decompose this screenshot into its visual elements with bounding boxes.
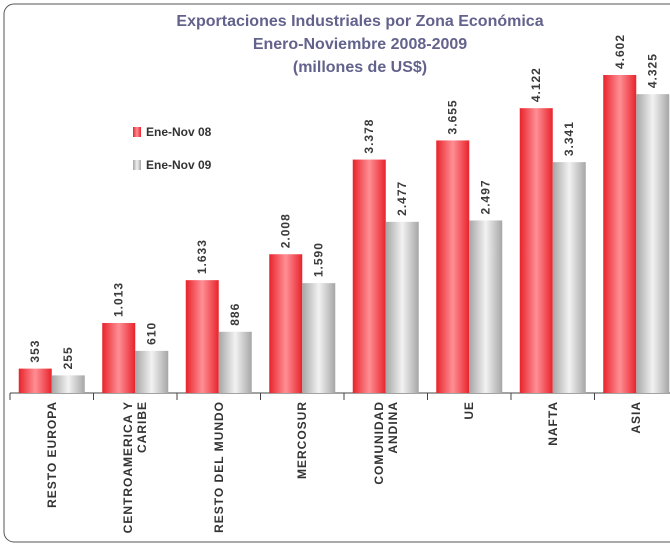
data-label: 4.602 — [613, 34, 627, 69]
chart-subtitle: (millones de US$) — [293, 59, 427, 76]
bar — [18, 368, 52, 393]
data-label: 886 — [228, 303, 242, 326]
legend-swatch — [133, 160, 141, 170]
data-label: 610 — [145, 322, 159, 345]
data-label: 1.633 — [195, 239, 209, 274]
data-label: 353 — [28, 340, 42, 363]
bar — [51, 375, 85, 393]
data-label: 1.590 — [312, 242, 326, 277]
x-tick-label: RESTO DEL MUNDO — [211, 401, 226, 533]
bar — [385, 221, 419, 393]
x-tick-label: MERCOSUR — [295, 401, 310, 480]
data-label: 3.378 — [362, 119, 376, 154]
frame — [3, 3, 670, 543]
bar — [469, 220, 503, 393]
data-label: 4.325 — [646, 53, 660, 88]
bar — [185, 280, 219, 393]
legend-label: Ene-Nov 09 — [146, 158, 212, 172]
bar — [636, 94, 670, 393]
data-label: 2.497 — [479, 179, 493, 214]
x-tick-label: ASIA — [629, 401, 644, 434]
data-label: 255 — [61, 346, 75, 369]
data-label: 2.477 — [395, 181, 409, 216]
x-tick-label: NAFTA — [545, 401, 560, 446]
legend-swatch — [133, 127, 141, 137]
data-label: 3.655 — [446, 99, 460, 134]
x-tick-label: RESTO EUROPA — [44, 401, 59, 508]
chart-subtitle: Enero-Noviembre 2008-2009 — [253, 36, 467, 53]
chart-title: Exportaciones Industriales por Zona Econ… — [176, 13, 543, 30]
bar — [603, 75, 637, 393]
bar — [269, 254, 303, 393]
bar — [352, 159, 386, 393]
bar — [519, 108, 553, 394]
x-tick-label: UE — [462, 401, 477, 420]
bar — [218, 331, 252, 393]
x-tick-label: CENTROAMERICA Y CARIBE — [121, 401, 150, 534]
bar — [552, 162, 586, 393]
data-label: 3.341 — [562, 121, 576, 156]
data-label: 4.122 — [529, 67, 543, 102]
data-label: 1.013 — [112, 282, 126, 317]
bar — [135, 350, 169, 393]
bar — [302, 283, 336, 393]
bar — [436, 140, 470, 393]
legend-label: Ene-Nov 08 — [146, 125, 212, 139]
data-label: 2.008 — [279, 213, 293, 248]
bar — [102, 323, 136, 393]
x-tick-label: COMUNIDAD ANDINA — [371, 401, 400, 485]
